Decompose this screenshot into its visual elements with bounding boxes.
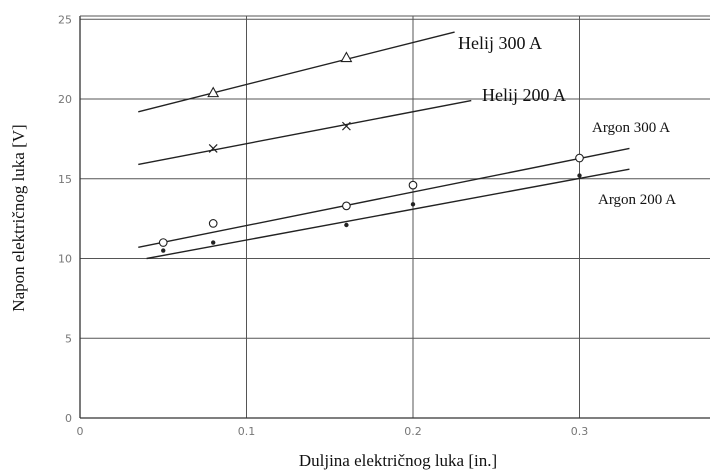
series-label: Helij 300 A [458,33,542,53]
x-tick-label: 0.2 [404,425,422,438]
data-point [577,173,581,177]
y-tick-label: 0 [65,412,72,425]
y-tick-label: 15 [58,173,72,186]
data-point [576,154,584,162]
data-point [209,220,217,228]
fit-line [147,169,630,258]
grid [80,16,710,418]
plot-frame [80,16,710,418]
data-point [209,144,217,152]
y-tick-label: 20 [58,93,72,106]
data-point [409,181,417,189]
y-tick-label: 5 [65,332,72,345]
fit-line [138,148,629,247]
x-tick-label: 0.1 [238,425,256,438]
data-point [159,239,167,247]
series-label: Argon 200 A [598,192,676,208]
y-tick-label: 25 [58,13,72,26]
x-tick-label: 0.3 [571,425,589,438]
series-label: Helij 200 A [482,85,566,105]
series-label: Argon 300 A [592,120,670,136]
fit-line [138,32,454,112]
y-axis-label: Napon električnog luka [V] [9,124,28,311]
y-tick-label: 10 [58,253,72,266]
series-labels: Helij 300 A Helij 200 A Argon 300 A Argon 2… [458,33,676,208]
x-axis-label: Duljina električnog luka [in.] [299,451,497,470]
data-point [211,240,215,244]
data-point [342,122,350,130]
x-tick-label: 0 [77,425,84,438]
data-point [411,202,415,206]
data-point [344,223,348,227]
data-point [341,53,351,62]
data-point [343,202,351,210]
data-point [161,248,165,252]
fit-line [138,101,471,165]
data-points [159,53,583,253]
